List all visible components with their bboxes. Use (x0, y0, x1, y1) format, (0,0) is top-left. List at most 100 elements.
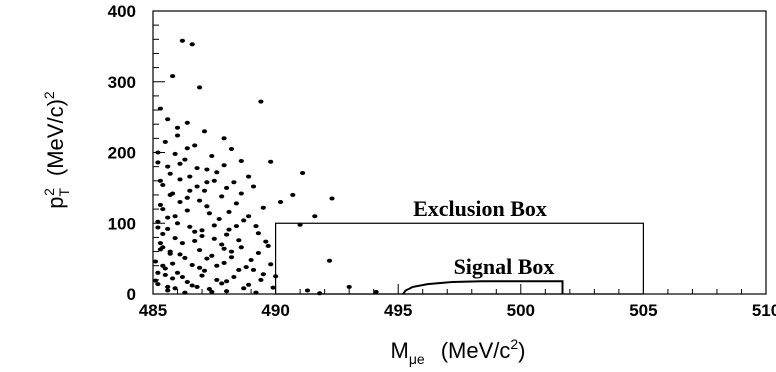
data-point (189, 263, 195, 267)
data-point (219, 242, 225, 247)
data-point (184, 280, 190, 284)
data-point (246, 282, 252, 287)
data-point (233, 224, 239, 229)
data-point (258, 277, 264, 282)
data-point (214, 277, 220, 282)
data-point (157, 241, 163, 246)
data-point (209, 253, 215, 258)
data-point (224, 232, 230, 237)
data-point (197, 248, 203, 253)
data-point (221, 260, 227, 265)
data-point (155, 160, 161, 165)
data-point (174, 125, 181, 130)
data-point (241, 286, 247, 291)
data-point (160, 183, 166, 187)
data-point (326, 258, 333, 263)
data-point (165, 117, 171, 122)
data-point (167, 192, 173, 197)
data-point (221, 163, 227, 168)
data-point (160, 207, 166, 212)
data-point (199, 228, 205, 233)
x-axis-label: Mμe (MeV/c2) (391, 336, 526, 367)
data-point (216, 217, 222, 221)
data-point (155, 219, 161, 224)
data-point (260, 205, 266, 210)
data-point (179, 241, 185, 246)
data-point (241, 218, 247, 223)
y-tick-label: 400 (108, 2, 136, 21)
data-point (157, 178, 163, 183)
data-point (172, 214, 178, 219)
data-point (184, 120, 190, 125)
data-point (246, 174, 252, 179)
data-point (236, 238, 242, 243)
data-point (255, 251, 261, 255)
signal-box-label: Signal Box (454, 254, 555, 279)
data-point (228, 255, 235, 260)
x-tick-label: 490 (261, 301, 289, 320)
x-tick-label: 510 (752, 301, 776, 320)
data-point (194, 184, 200, 189)
data-point (211, 178, 217, 183)
data-point (199, 273, 205, 278)
data-point (197, 265, 203, 270)
data-point (197, 198, 203, 203)
data-point (253, 290, 259, 295)
x-tick-label: 495 (384, 301, 412, 320)
data-point (211, 223, 217, 228)
data-point (233, 201, 239, 206)
data-point (204, 180, 210, 185)
data-point (172, 236, 178, 241)
data-point (184, 208, 190, 213)
data-point (187, 224, 193, 229)
data-point (263, 239, 269, 244)
data-point (231, 275, 237, 279)
axis-ticks (152, 10, 767, 295)
data-point (192, 238, 198, 243)
data-point (290, 192, 296, 197)
data-point (157, 106, 163, 111)
data-point (174, 270, 181, 275)
data-point (255, 231, 261, 236)
data-point (246, 214, 252, 219)
data-point (224, 185, 230, 190)
data-point (300, 171, 306, 175)
data-point (155, 150, 161, 155)
data-point (317, 291, 323, 296)
y-axis-label: pT2(MeV/c)2 (41, 91, 72, 209)
data-point (162, 266, 168, 271)
data-point (238, 191, 244, 196)
exclusion-box (275, 222, 644, 295)
y-tick-label: 200 (108, 144, 136, 163)
data-point (250, 267, 257, 272)
data-point (199, 234, 205, 238)
data-point (209, 154, 215, 158)
data-point (209, 289, 215, 294)
x-tick-labels: 485 490 495 500 505 510 (139, 301, 776, 320)
data-point (304, 288, 311, 293)
data-point (189, 42, 195, 47)
data-point (238, 159, 244, 163)
data-point (152, 278, 159, 283)
data-point (228, 147, 235, 151)
data-point (162, 272, 168, 277)
data-point (221, 136, 227, 141)
x-tick-label: 505 (629, 301, 657, 320)
data-point (155, 282, 161, 287)
data-point (250, 184, 257, 189)
data-point (224, 289, 230, 294)
data-point (211, 236, 217, 241)
data-point (184, 195, 190, 200)
data-point (201, 268, 208, 273)
data-point (165, 288, 171, 293)
data-point (248, 258, 254, 262)
data-point (373, 289, 379, 294)
y-tick-label: 100 (108, 214, 136, 233)
data-point (170, 276, 176, 281)
data-point (179, 275, 185, 279)
data-point (174, 221, 181, 226)
data-point (187, 174, 193, 179)
data-point (277, 200, 284, 204)
data-point (268, 159, 274, 164)
